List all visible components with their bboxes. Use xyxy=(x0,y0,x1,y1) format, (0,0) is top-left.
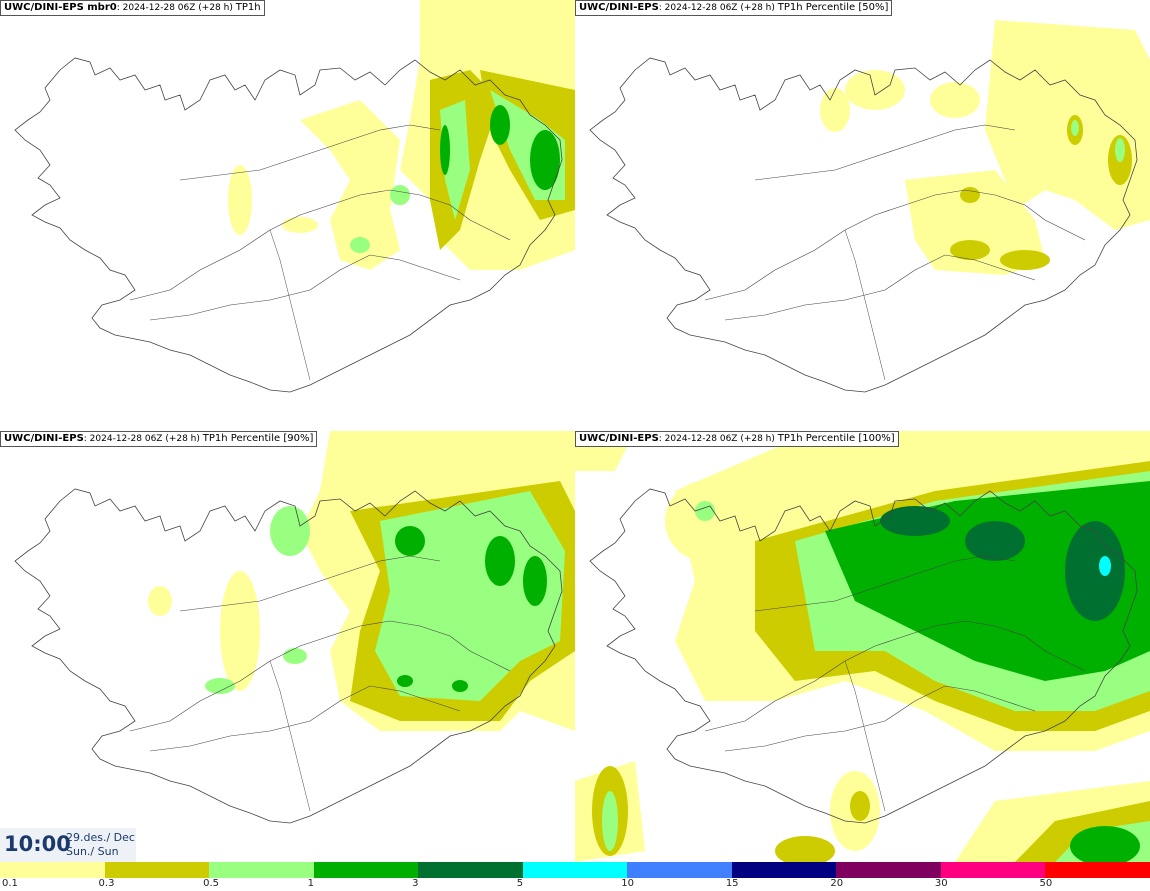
colorbar-segment xyxy=(940,862,1046,878)
colorbar-label: 20 xyxy=(830,878,844,889)
precip-map-p100 xyxy=(575,431,1150,862)
panel-title: UWC/DINI-EPS: 2024-12-28 06Z (+28 h) TP1… xyxy=(575,431,899,447)
colorbar-label: 3 xyxy=(412,878,419,889)
colorbar-label: 1 xyxy=(307,878,314,889)
run-time: 2024-12-28 06Z (+28 h) xyxy=(122,3,233,13)
colorbar-segment xyxy=(313,862,419,878)
panel-title: UWC/DINI-EPS: 2024-12-28 06Z (+28 h) TP1… xyxy=(575,0,893,16)
field-name: TP1h Percentile [50%] xyxy=(777,2,889,13)
field-name: TP1h Percentile [100%] xyxy=(777,433,895,444)
colorbar-label: 15 xyxy=(725,878,739,889)
colorbar-segment xyxy=(731,862,837,878)
colorbar-label: 0.1 xyxy=(2,878,18,889)
panel-title: UWC/DINI-EPS: 2024-12-28 06Z (+28 h) TP1… xyxy=(0,431,318,447)
colorbar-segment xyxy=(209,862,314,878)
panel-title: UWC/DINI-EPS mbr0: 2024-12-28 06Z (+28 h… xyxy=(0,0,265,16)
colorbar-segment xyxy=(522,862,628,878)
model-name: UWC/DINI-EPS xyxy=(579,433,659,444)
model-name: UWC/DINI-EPS mbr0 xyxy=(4,2,117,13)
map-panel-p50: UWC/DINI-EPS: 2024-12-28 06Z (+28 h) TP1… xyxy=(575,0,1150,431)
model-name: UWC/DINI-EPS xyxy=(4,433,84,444)
precip-map-mbr0 xyxy=(14,0,575,393)
colorbar-labels: 0.1 0.3 0.5 1 3 5 10 15 20 30 50 xyxy=(0,878,1150,891)
colorbar-label: 30 xyxy=(934,878,948,889)
colorbar-label: 0.5 xyxy=(203,878,219,889)
colorbar-label: 0.3 xyxy=(98,878,115,889)
colorbar-segment xyxy=(0,862,105,878)
precip-colorbar xyxy=(0,862,1150,878)
precip-map-p90 xyxy=(14,431,575,824)
colorbar-label: 10 xyxy=(621,878,634,889)
valid-date-line1: 29.des./ Dec xyxy=(66,831,135,844)
precip-map-p50 xyxy=(589,20,1150,393)
run-time: 2024-12-28 06Z (+28 h) xyxy=(664,434,775,444)
colorbar-label: 50 xyxy=(1039,878,1053,889)
run-time: 2024-12-28 06Z (+28 h) xyxy=(89,434,200,444)
field-name: TP1h Percentile [90%] xyxy=(202,433,314,444)
valid-time-box: 10:00 29.des./ Dec Sun./ Sun xyxy=(0,828,136,862)
colorbar-segment xyxy=(836,862,941,878)
map-panel-mbr0: UWC/DINI-EPS mbr0: 2024-12-28 06Z (+28 h… xyxy=(0,0,575,431)
valid-time: 10:00 xyxy=(4,832,71,856)
field-name: TP1h xyxy=(235,2,261,13)
map-panel-p90: UWC/DINI-EPS: 2024-12-28 06Z (+28 h) TP1… xyxy=(0,431,575,862)
valid-date-line2: Sun./ Sun xyxy=(66,845,119,858)
colorbar-segment xyxy=(104,862,210,878)
valid-date: 29.des./ Dec Sun./ Sun xyxy=(66,831,135,859)
model-name: UWC/DINI-EPS xyxy=(579,2,659,13)
map-panel-p100: UWC/DINI-EPS: 2024-12-28 06Z (+28 h) TP1… xyxy=(575,431,1150,862)
colorbar-segment xyxy=(627,862,732,878)
colorbar-segment xyxy=(418,862,523,878)
colorbar-label: 5 xyxy=(516,878,524,889)
run-time: 2024-12-28 06Z (+28 h) xyxy=(664,3,775,13)
colorbar-segment xyxy=(1045,862,1150,878)
